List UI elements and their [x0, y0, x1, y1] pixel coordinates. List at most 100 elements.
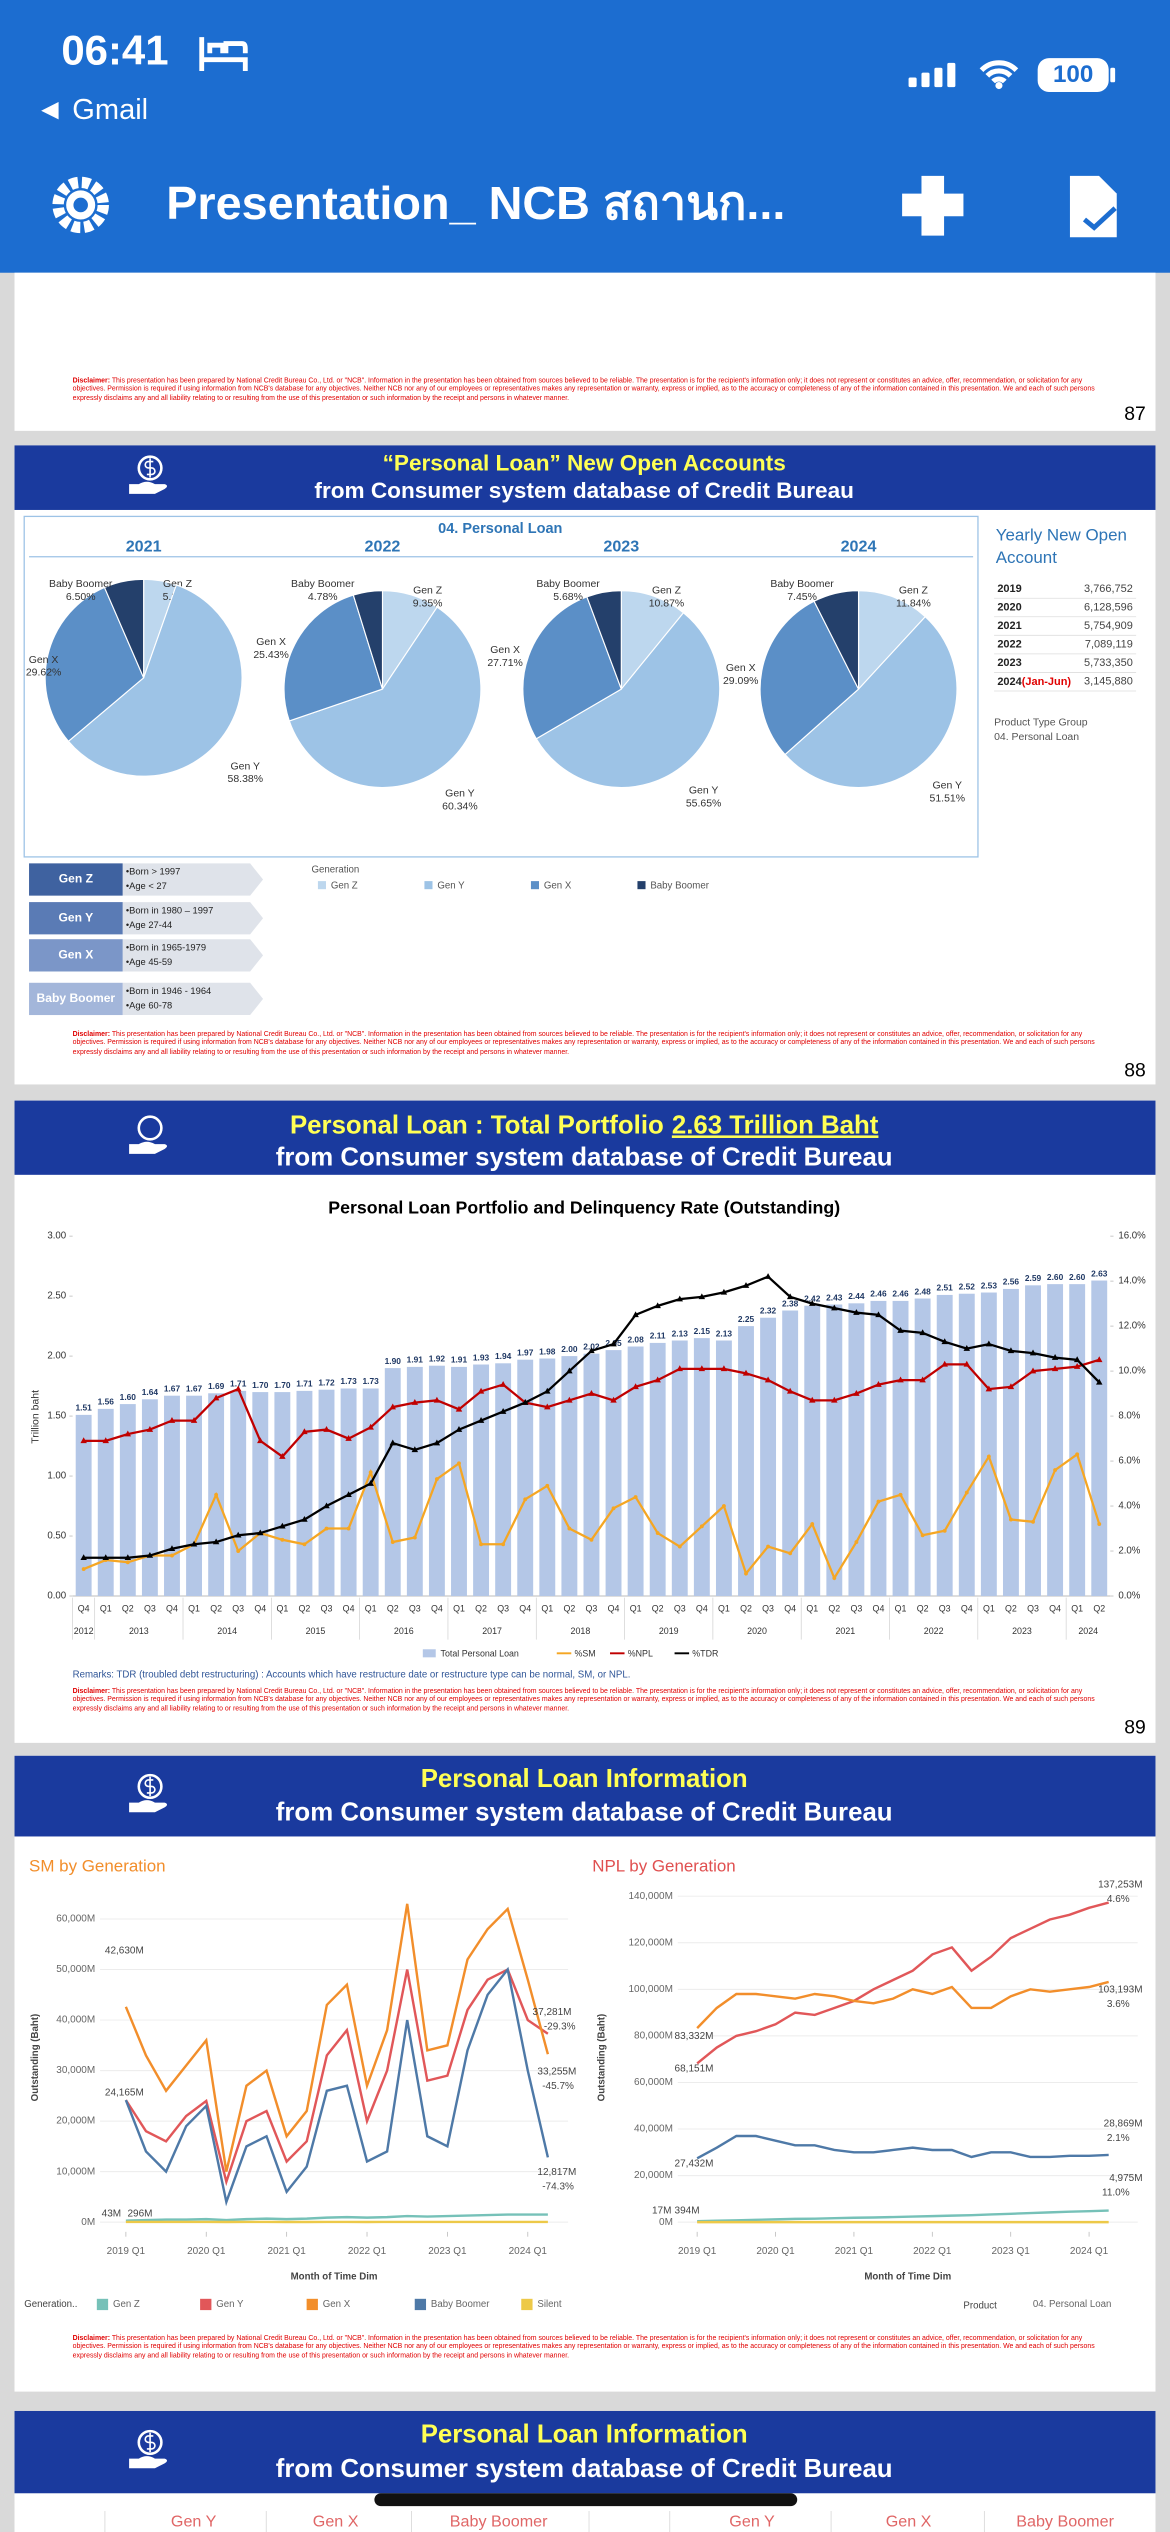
x-tick-label: Q2 [563, 1603, 575, 1613]
product-value: 04. Personal Loan [994, 732, 1079, 743]
generation-born: •Born > 1997 [126, 867, 180, 877]
disclaimer-label: Disclaimer: [72, 1029, 111, 1038]
line-series [124, 1903, 550, 2172]
hand-icon [129, 2456, 168, 2469]
chart-title: SM by Generation [29, 1857, 166, 1876]
line-marker [499, 1408, 507, 1414]
y-tick-label: 30,000M [56, 2065, 95, 2076]
y-axis-title: Outstanding (Baht) [597, 2014, 608, 2102]
line-marker [190, 1417, 198, 1423]
line-marker [1051, 1354, 1059, 1360]
chart-frame [23, 515, 979, 858]
bar-value-label: 2.15 [694, 1326, 711, 1336]
pie-slice [352, 590, 384, 690]
y2-tick-label: 12.0% [1118, 1321, 1146, 1332]
yearly-title-box: Yearly New Open Account [996, 526, 1127, 567]
pie-label-name: Gen X [256, 637, 286, 648]
line-series [696, 1901, 1109, 2065]
annotation: 68,151M [675, 2063, 714, 2074]
disclaimer: Disclaimer: This presentation has been p… [73, 376, 1095, 401]
line-marker [411, 1399, 419, 1405]
bar [870, 1300, 887, 1597]
bar-value-label: 2.48 [914, 1286, 931, 1296]
document-button[interactable] [1069, 175, 1117, 238]
yearly-value: 5,754,909 [1084, 620, 1133, 632]
back-link[interactable]: ◄ Gmail [36, 94, 149, 126]
x-tick-label: Q1 [1071, 1603, 1083, 1613]
pie-label-value: 5.68% [553, 592, 583, 603]
x-year-label: 2024 [1078, 1626, 1098, 1636]
x-tick-label: 2021 Q1 [267, 2246, 306, 2257]
x-tick-label: Q1 [541, 1603, 553, 1613]
chart-title: Personal Loan Portfolio and Delinquency … [328, 1197, 840, 1217]
yearly-year-value: 2020 [997, 601, 1021, 613]
line-marker [501, 1542, 506, 1547]
x-year-label: 2021 [835, 1626, 855, 1636]
pie-label-value: 55.65% [686, 798, 722, 809]
annotation: 27,432M [675, 2159, 714, 2170]
slide [14, 272, 1156, 431]
x-tick-label: Q1 [365, 1603, 377, 1613]
line-marker [477, 1387, 485, 1394]
pie-label-name: Baby Boomer [770, 579, 834, 590]
y-tick-label: 0M [81, 2217, 95, 2228]
add-button[interactable] [902, 175, 964, 236]
column-header: Baby Boomer [1016, 2513, 1114, 2531]
line-marker [146, 1551, 154, 1558]
x-tick-label: 2024 Q1 [1070, 2246, 1109, 2257]
line-marker [302, 1542, 307, 1547]
pie-label-name: Gen Z [163, 579, 193, 590]
line-marker [786, 1293, 794, 1300]
x-tick-label: Q1 [453, 1603, 465, 1613]
yearly-value: 5,733,350 [1084, 657, 1133, 669]
x-year-label: 2023 [1012, 1626, 1032, 1636]
x-tick-label: Q3 [497, 1603, 509, 1613]
x-tick-label: 2021 Q1 [835, 2246, 874, 2257]
line-marker [212, 1394, 220, 1401]
line-marker [897, 1376, 904, 1383]
line-series [696, 2134, 1109, 2160]
x-tick-label: Q1 [100, 1603, 112, 1613]
x-tick-label: 2020 Q1 [756, 2246, 795, 2257]
line-marker [633, 1495, 638, 1499]
line-marker [941, 1360, 948, 1367]
line-marker [897, 1327, 904, 1333]
pie-label-value: 6.50% [66, 592, 96, 603]
line-marker [566, 1396, 573, 1403]
generation-name: Baby Boomer [37, 991, 116, 1005]
bar-value-label: 2.02 [583, 1341, 600, 1351]
line-marker [788, 1551, 793, 1556]
line-marker [677, 1544, 682, 1549]
yearly-year: 2024(Jan-Jun) [997, 676, 1071, 688]
x-tick-label: Q4 [696, 1603, 708, 1613]
line-marker [345, 1435, 352, 1441]
bar-value-label: 2.43 [826, 1292, 843, 1302]
y-tick-label: 40,000M [634, 2124, 673, 2135]
slide-header [14, 2410, 1156, 2494]
line-marker [588, 1390, 595, 1396]
line-marker [523, 1497, 528, 1502]
y2-tick-label: 6.0% [1118, 1456, 1140, 1467]
bar-value-label: 2.13 [672, 1328, 689, 1338]
line-marker [720, 1365, 728, 1372]
legend-swatch [96, 2298, 109, 2311]
bar [230, 1390, 247, 1597]
line-marker [477, 1417, 485, 1423]
line-marker [412, 1535, 417, 1540]
pie-label-value: 4.78% [308, 592, 338, 603]
x-tick-label: Q2 [1093, 1603, 1105, 1613]
bar-value-label: 1.91 [451, 1355, 468, 1365]
bar [252, 1392, 269, 1597]
x-tick-label: Q4 [343, 1603, 355, 1613]
line-marker [214, 1492, 219, 1497]
bar [451, 1366, 467, 1597]
x-tick-label: 2022 Q1 [913, 2246, 952, 2257]
x-tick-label: Q4 [519, 1603, 531, 1613]
settings-gear[interactable] [52, 176, 109, 234]
signal-bar [908, 77, 917, 88]
y-tick-label: 20,000M [634, 2170, 673, 2181]
page-number: 89 [1124, 1716, 1146, 1738]
annotation: 83,332M [675, 2031, 714, 2042]
pie-label-name: Gen Y [231, 761, 261, 772]
bar-value-label: 2.44 [848, 1291, 865, 1301]
